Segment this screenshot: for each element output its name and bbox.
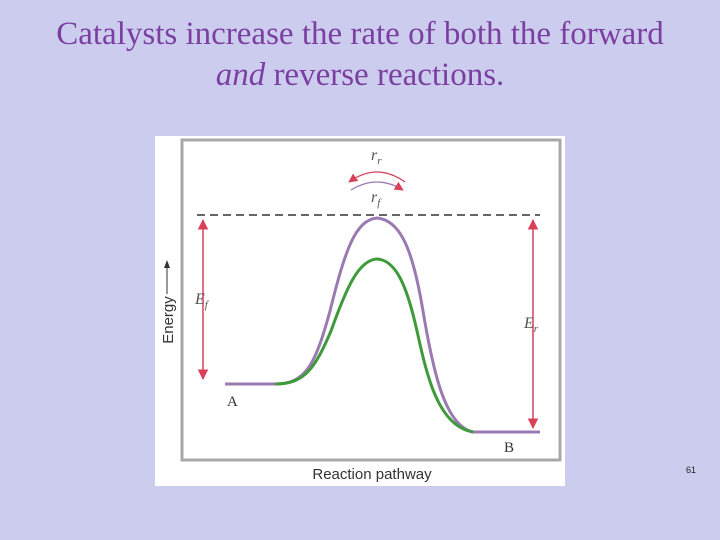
title-line-2-rest: reverse reactions. (265, 57, 505, 93)
title-line-2: and reverse reactions. (0, 55, 720, 96)
catalyzed-curve (274, 257, 474, 434)
y-axis-arrow-head (164, 260, 170, 268)
reverse-rate-label: rr (371, 147, 382, 167)
product-label: B (504, 440, 514, 456)
title-emphasis: and (215, 57, 266, 93)
y-axis-label: Energy (160, 296, 177, 344)
plot-frame (180, 138, 562, 462)
forward-rate-arc (350, 181, 404, 191)
title-line-1: Catalysts increase the rate of both the … (56, 16, 664, 52)
slide-title: Catalysts increase the rate of both the … (0, 14, 720, 96)
uncatalyzed-curve (225, 216, 540, 434)
reverse-energy-label: Er (523, 315, 539, 335)
forward-energy-label: Ef (194, 291, 210, 311)
page-number: 61 (686, 465, 697, 475)
energy-diagram: Energy Ef Er rr rf A B Reaction pathway (155, 136, 565, 486)
reactant-label: A (227, 394, 238, 410)
forward-rate-label: rf (371, 189, 382, 209)
energy-diagram-svg: Energy Ef Er rr rf A B Reaction pathway (160, 138, 562, 483)
x-axis-label: Reaction pathway (312, 466, 432, 483)
reverse-rate-arc (348, 171, 406, 183)
